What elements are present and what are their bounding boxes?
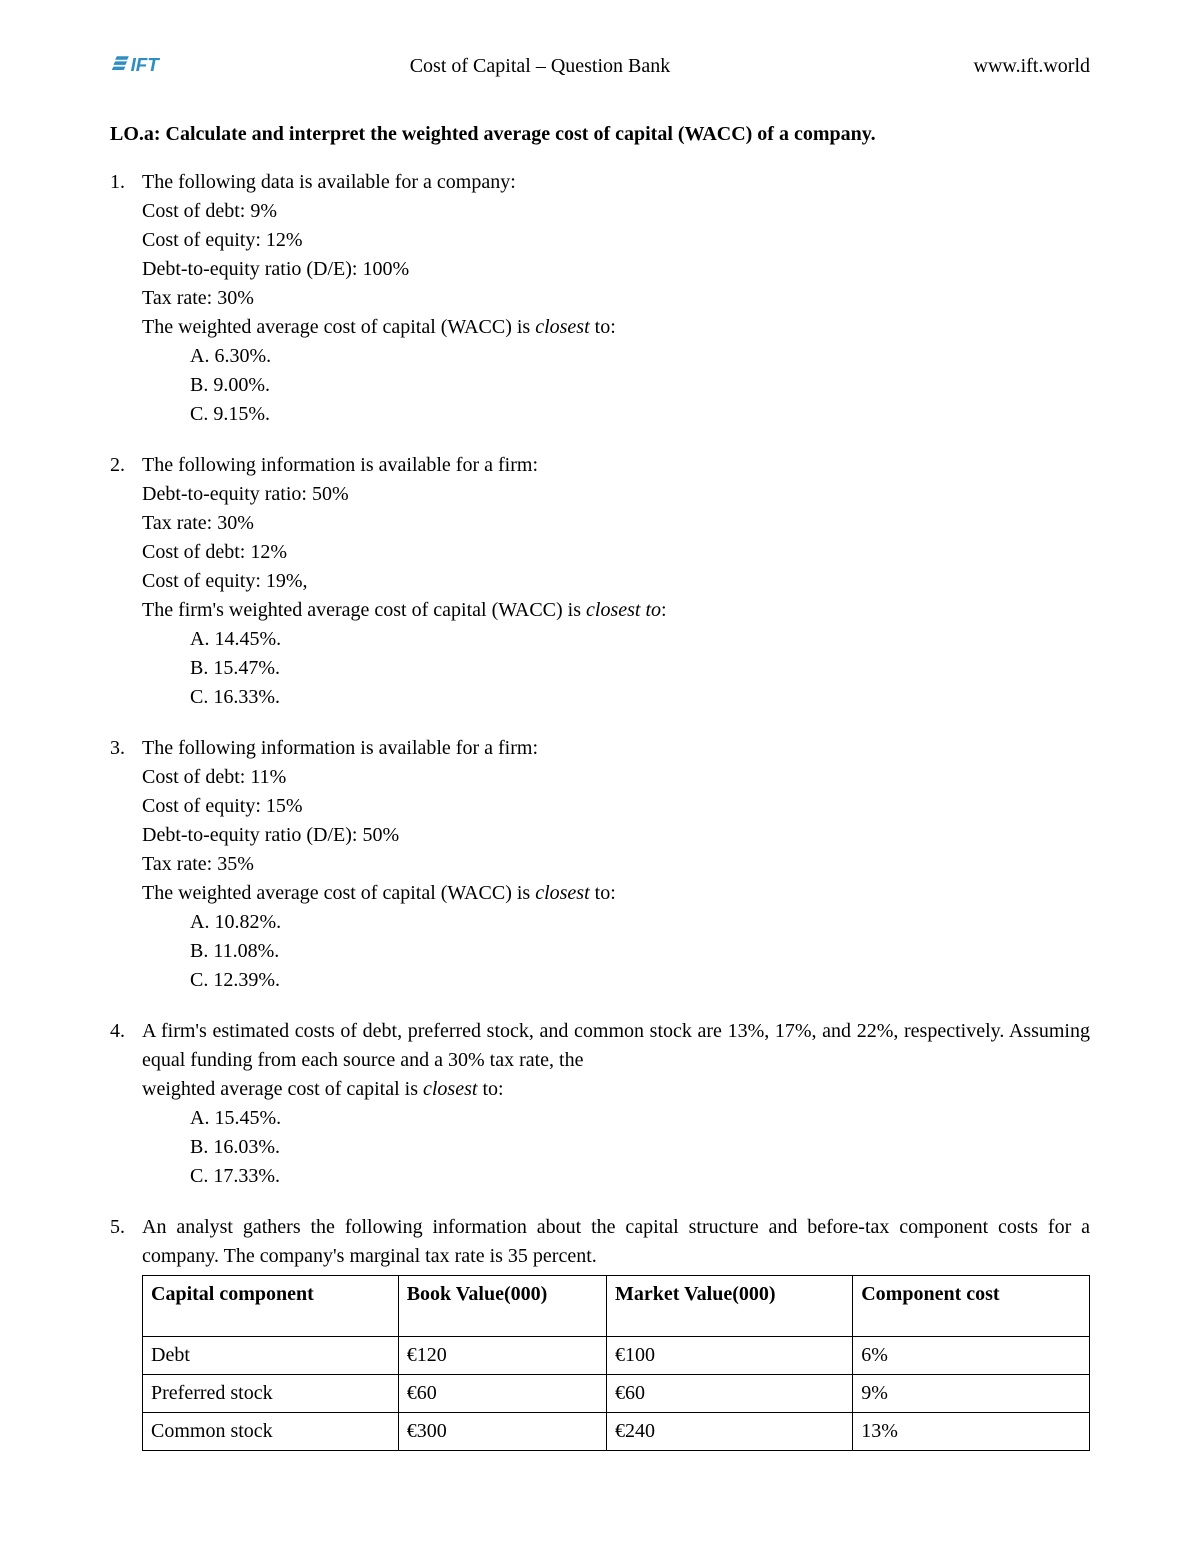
table-header: Capital component: [143, 1276, 399, 1337]
header-title: Cost of Capital – Question Bank: [170, 55, 910, 78]
page-content: IFT Cost of Capital – Question Bank www.…: [0, 0, 1200, 1533]
answer-choice: C. 12.39%.: [190, 966, 1090, 995]
table-row: Debt €120 €100 6%: [143, 1337, 1090, 1375]
question-text: Cost of debt: 9%: [142, 197, 1090, 226]
table-header: Component cost: [853, 1276, 1090, 1337]
answer-choice: C. 16.33%.: [190, 683, 1090, 712]
question-stem: The weighted average cost of capital (WA…: [142, 313, 1090, 342]
question-2: 2. The following information is availabl…: [110, 451, 1090, 712]
answer-choice: C. 17.33%.: [190, 1162, 1090, 1191]
question-number: 4.: [110, 1017, 142, 1191]
question-number: 1.: [110, 168, 142, 429]
question-text: Cost of equity: 12%: [142, 226, 1090, 255]
question-text: Cost of debt: 12%: [142, 538, 1090, 567]
learning-objective-title: LO.a: Calculate and interpret the weight…: [110, 123, 1090, 146]
capital-structure-table: Capital component Book Value(000) Market…: [142, 1275, 1090, 1451]
table-row: Common stock €300 €240 13%: [143, 1413, 1090, 1451]
question-stem: The firm's weighted average cost of capi…: [142, 596, 1090, 625]
question-text: A firm's estimated costs of debt, prefer…: [142, 1017, 1090, 1075]
question-text: Tax rate: 30%: [142, 509, 1090, 538]
answer-choice: A. 6.30%.: [190, 342, 1090, 371]
header-url: www.ift.world: [910, 55, 1090, 78]
question-text: Cost of equity: 15%: [142, 792, 1090, 821]
question-stem: weighted average cost of capital is clos…: [142, 1075, 1090, 1104]
answer-choice: A. 10.82%.: [190, 908, 1090, 937]
question-3: 3. The following information is availabl…: [110, 734, 1090, 995]
answer-choice: B. 9.00%.: [190, 371, 1090, 400]
question-text: Debt-to-equity ratio: 50%: [142, 480, 1090, 509]
question-number: 2.: [110, 451, 142, 712]
question-4: 4. A firm's estimated costs of debt, pre…: [110, 1017, 1090, 1191]
question-1: 1. The following data is available for a…: [110, 168, 1090, 429]
page-header: IFT Cost of Capital – Question Bank www.…: [110, 50, 1090, 83]
question-text: The following information is available f…: [142, 451, 1090, 480]
question-number: 5.: [110, 1213, 142, 1451]
answer-choice: B. 15.47%.: [190, 654, 1090, 683]
question-text: Cost of equity: 19%,: [142, 567, 1090, 596]
logo: IFT: [110, 50, 170, 83]
question-text: An analyst gathers the following informa…: [142, 1213, 1090, 1271]
table-header: Book Value(000): [398, 1276, 606, 1337]
answer-choice: B. 16.03%.: [190, 1133, 1090, 1162]
answer-choice: A. 15.45%.: [190, 1104, 1090, 1133]
question-stem: The weighted average cost of capital (WA…: [142, 879, 1090, 908]
question-text: Debt-to-equity ratio (D/E): 100%: [142, 255, 1090, 284]
question-text: The following data is available for a co…: [142, 168, 1090, 197]
question-number: 3.: [110, 734, 142, 995]
svg-text:IFT: IFT: [131, 54, 161, 75]
question-text: The following information is available f…: [142, 734, 1090, 763]
answer-choice: A. 14.45%.: [190, 625, 1090, 654]
table-header: Market Value(000): [607, 1276, 853, 1337]
question-text: Tax rate: 30%: [142, 284, 1090, 313]
question-text: Debt-to-equity ratio (D/E): 50%: [142, 821, 1090, 850]
answer-choice: B. 11.08%.: [190, 937, 1090, 966]
answer-choice: C. 9.15%.: [190, 400, 1090, 429]
table-row: Preferred stock €60 €60 9%: [143, 1375, 1090, 1413]
question-text: Cost of debt: 11%: [142, 763, 1090, 792]
question-5: 5. An analyst gathers the following info…: [110, 1213, 1090, 1451]
question-text: Tax rate: 35%: [142, 850, 1090, 879]
